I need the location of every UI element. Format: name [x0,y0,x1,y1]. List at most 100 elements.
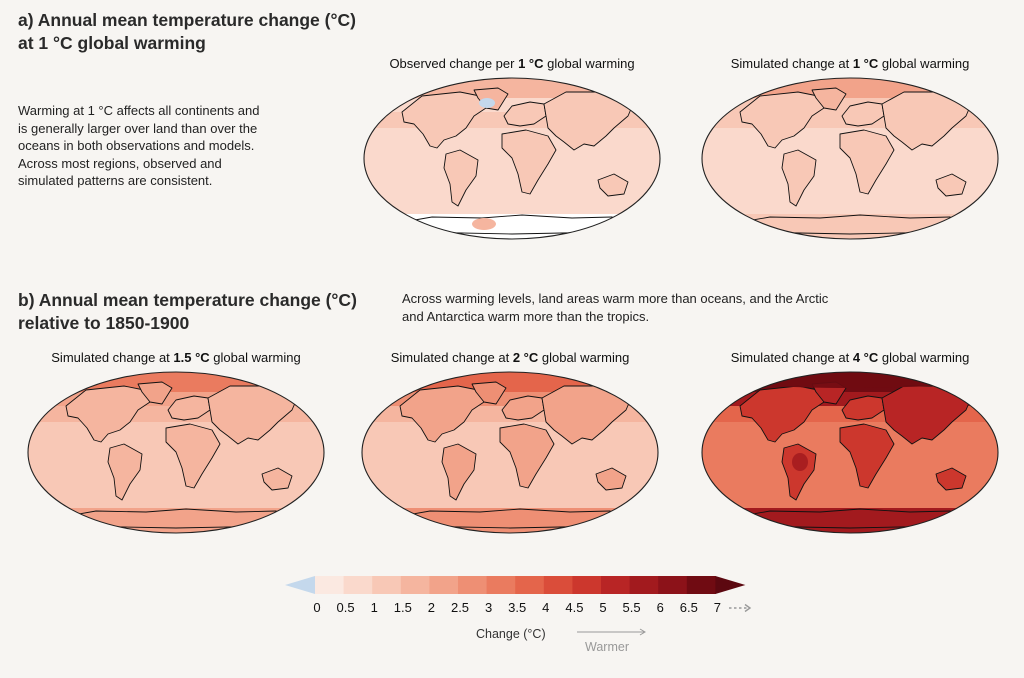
colorbar-swatch-12 [658,576,688,594]
australia-shape [261,467,293,491]
warmer-label: Warmer [585,640,629,654]
colorbar-swatch-0 [315,576,344,594]
colorbar-tick-11: 5.5 [622,600,641,615]
dotted-arrow-icon [729,603,752,613]
antarctic-warm-patch [472,218,496,230]
map-border [27,371,325,534]
colorbar-label: Change (°C) [476,627,546,641]
desc-a-line2: is generally larger over land than over … [18,120,258,136]
colorbar-tick-6: 3 [484,600,493,615]
africa-shape [839,129,895,195]
antarctica-shape [729,214,973,235]
desc-b-line1: Across warming levels, land areas warm m… [402,291,829,306]
cooling-spot [479,98,495,108]
south-america-shape [781,443,817,501]
colorbar-swatch-6 [486,576,516,594]
colorbar-swatch-11 [629,576,659,594]
australia-shape [597,173,629,197]
colorbar-tick-8: 4 [542,600,550,615]
colorbar-swatch-2 [372,576,402,594]
colorbar-tick-13: 6.5 [679,600,698,615]
colorbar-tick-12: 6 [656,600,664,615]
colorbar [285,576,746,594]
latitude-band-0 [702,78,998,98]
colorbar-swatch-4 [429,576,459,594]
colorbar-negative-triangle [285,576,315,594]
africa-shape [165,423,221,489]
latitude-band-0 [28,372,324,392]
colorbar-swatch-3 [400,576,430,594]
desc-a-line1: Warming at 1 °C affects all continents a… [18,103,260,118]
desc-a-line5: simulated patterns are consistent. [18,173,213,188]
north-america-shape [65,385,151,443]
map-title-simulated-4c: Simulated change at 4 °C global warming [730,350,970,365]
map-simulated-4c [701,371,999,534]
map-simulated-1c [701,77,999,240]
south-america-shape [781,149,817,207]
section-b-description: Across warming levels, land areas warm m… [402,290,828,325]
south-america-shape [441,443,477,501]
colorbar-swatch-9 [572,576,602,594]
map-simulated-2c [361,371,659,534]
colorbar-swatch-7 [515,576,545,594]
north-america-shape [739,91,825,149]
australia-shape [935,467,967,491]
map-title-simulated-1-5c: Simulated change at 1.5 °C global warmin… [51,350,301,365]
map-border [701,371,999,534]
colorbar-tick-7: 3.5 [508,600,527,615]
colorbar-tick-0: 0 [313,600,321,615]
colorbar-tick-5: 2.5 [450,600,470,615]
map-border [361,371,659,534]
greenland-shape [811,87,847,111]
north-america-shape [399,385,485,443]
section-b-heading-line1: b) Annual mean temperature change (°C) [18,290,357,310]
colorbar-swatch-13 [686,576,716,594]
colorbar-tick-2: 1 [370,600,378,615]
colorbar-tick-14: 7 [713,600,722,615]
section-a-heading-line2: at 1 °C global warming [18,33,206,53]
map-border [701,77,999,240]
colorbar-swatch-8 [543,576,573,594]
africa-shape [839,423,895,489]
africa-shape [499,423,555,489]
colorbar-max-triangle [715,576,746,594]
desc-a-line4: Across most regions, observed and [18,155,222,171]
colorbar-tick-9: 4.5 [565,600,584,615]
map-title-observed-1c: Observed change per 1 °C global warming [389,56,635,71]
colorbar-tick-1: 0.5 [336,600,355,615]
antarctica-shape [389,508,633,529]
antarctica-shape [391,214,635,235]
colorbar-tick-4: 2 [427,600,436,615]
warmer-arrow-icon [577,628,646,636]
section-a-heading-line1: a) Annual mean temperature change (°C) [18,10,356,30]
section-b-heading-line2: relative to 1850-1900 [18,313,190,333]
section-a-heading: a) Annual mean temperature change (°C) a… [18,9,356,55]
antarctica-shape [729,508,973,529]
colorbar-tick-10: 5 [599,600,607,615]
latitude-band-0 [362,372,658,392]
africa-shape [501,129,557,195]
south-america-shape [107,443,143,501]
colorbar-swatch-5 [458,576,487,594]
north-america-shape [401,91,487,149]
colorbar-tick-3: 1.5 [393,600,412,615]
desc-b-line2: and Antarctica warm more than the tropic… [402,308,650,324]
map-border [363,77,661,240]
australia-shape [935,173,967,197]
map-title-simulated-1c: Simulated change at 1 °C global warming [730,56,970,71]
antarctica-shape [55,508,299,529]
south-america-shape [443,149,479,207]
section-a-description: Warming at 1 °C affects all continents a… [18,102,259,190]
map-observed-1c [363,77,661,240]
amazon-hotspot [792,453,808,471]
colorbar-swatch-1 [343,576,373,594]
greenland-shape [137,381,173,405]
arctic-hotspot [730,372,970,388]
latitude-band-0 [364,78,660,98]
australia-shape [595,467,627,491]
map-title-simulated-2c: Simulated change at 2 °C global warming [390,350,630,365]
greenland-shape [471,381,507,405]
section-b-heading: b) Annual mean temperature change (°C) r… [18,289,357,335]
map-simulated-1-5c [27,371,325,534]
desc-a-line3: oceans in both observations and models. [18,138,255,153]
